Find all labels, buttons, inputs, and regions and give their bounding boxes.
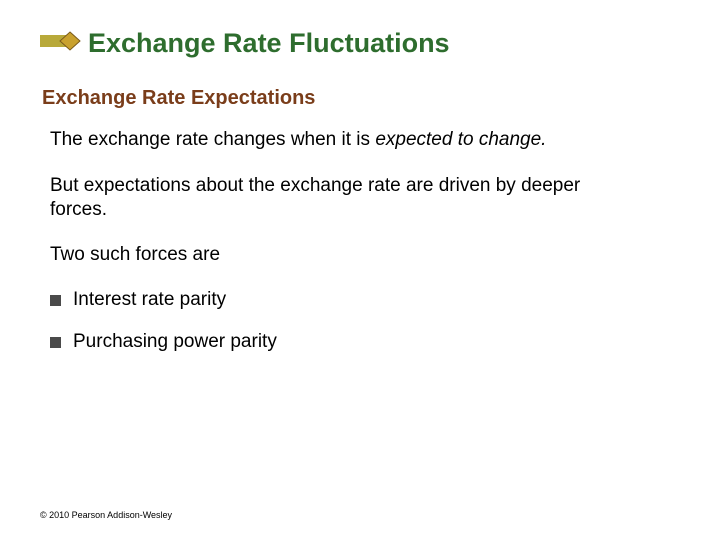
- paragraph-1-italic: expected to change.: [375, 129, 546, 150]
- title-bullet-icon: [40, 30, 82, 57]
- square-bullet-icon: [50, 295, 61, 306]
- list-item: Interest rate parity: [50, 289, 680, 311]
- slide-subtitle: Exchange Rate Expectations: [42, 87, 680, 110]
- title-row: Exchange Rate Fluctuations: [40, 28, 680, 59]
- paragraph-1-a: The exchange rate changes when it is: [50, 129, 375, 150]
- slide-container: Exchange Rate Fluctuations Exchange Rate…: [0, 0, 720, 540]
- slide-title: Exchange Rate Fluctuations: [88, 28, 450, 59]
- copyright-text: © 2010 Pearson Addison-Wesley: [40, 510, 172, 520]
- paragraph-2: But expectations about the exchange rate…: [50, 174, 610, 222]
- paragraph-1: The exchange rate changes when it is exp…: [50, 128, 610, 152]
- bullet-text: Purchasing power parity: [73, 331, 277, 353]
- bullet-list: Interest rate parity Purchasing power pa…: [50, 289, 680, 353]
- paragraph-3: Two such forces are: [50, 243, 610, 267]
- bullet-text: Interest rate parity: [73, 289, 226, 311]
- list-item: Purchasing power parity: [50, 331, 680, 353]
- square-bullet-icon: [50, 337, 61, 348]
